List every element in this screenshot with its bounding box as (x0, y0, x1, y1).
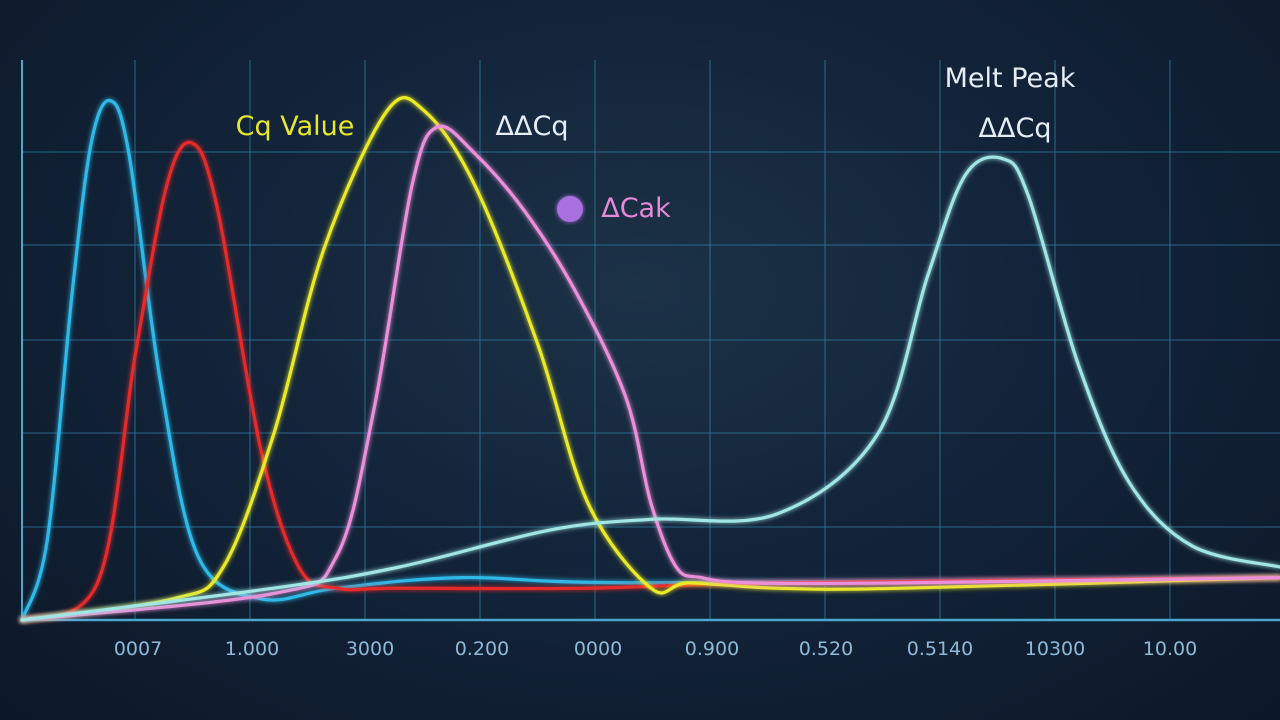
series-line-5 (20, 155, 1280, 622)
x-tick-label: 10.00 (1143, 638, 1197, 660)
x-tick-label: 0.900 (685, 638, 739, 660)
x-tick-label: 10300 (1025, 638, 1085, 660)
x-tick-label: 3000 (346, 638, 394, 660)
x-tick-label: 0.520 (799, 638, 853, 660)
series-line-3 (20, 96, 1280, 622)
series-line-4 (20, 124, 1280, 622)
x-tick-labels: 0007 1.000 3000 0.200 0000 0.900 0.520 0.5140 10… (114, 638, 1197, 660)
annotation-label: ΔΔCq (979, 113, 1052, 144)
annotation-label: Cq Value (236, 111, 355, 142)
annotations: Cq Value ΔΔCq ΔCak Melt Peak ΔΔCq (236, 63, 1076, 224)
annotation-label: Melt Peak (945, 63, 1076, 94)
x-tick-label: 1.000 (225, 638, 279, 660)
x-tick-label: 0007 (114, 638, 162, 660)
series-line-1 (20, 98, 1280, 622)
annotation-label: ΔΔCq (496, 111, 569, 142)
axes (21, 60, 1280, 622)
annotation-marker (557, 196, 583, 222)
x-tick-label: 0.5140 (907, 638, 973, 660)
annotation-label: ΔCak (601, 193, 671, 224)
x-tick-label: 0.200 (455, 638, 509, 660)
x-tick-label: 0000 (574, 638, 622, 660)
series-layer (20, 96, 1280, 622)
grid (21, 60, 1280, 620)
